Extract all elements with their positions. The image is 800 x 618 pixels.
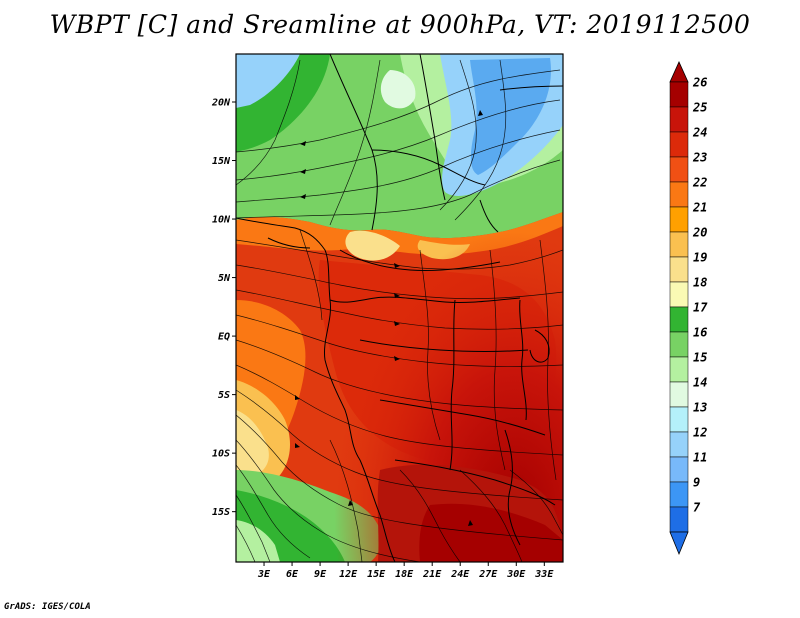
colorbar-label: 11 [693,451,707,465]
lon-tick-label: 24E [450,569,470,580]
colorbar-swatch [669,331,689,358]
colorbar: 26 25 24 23 22 21 20 19 18 17 16 15 14 13 12 11 9 7 [669,61,708,556]
lat-tick-label: 5S [218,390,230,401]
colorbar-label: 20 [692,226,707,240]
lat-tick-label: 15N [212,156,231,167]
colorbar-swatch [669,381,689,408]
colorbar-swatch [669,456,689,483]
lat-tick-label: 20N [211,97,231,108]
colorbar-swatch [669,431,689,458]
lon-tick-label: 27E [478,569,498,580]
colorbar-label: 14 [693,376,707,390]
colorbar-swatch [669,81,689,108]
colorbar-swatch [669,506,689,533]
colorbar-label: 23 [692,151,707,165]
credit-label: GrADS: IGES/COLA [4,602,91,612]
colorbar-swatch [669,256,689,283]
colorbar-label: 7 [693,501,701,515]
colorbar-swatch [669,306,689,333]
colorbar-swatch [669,206,689,233]
lon-tick-label: 18E [395,569,414,580]
colorbar-swatch [669,156,689,183]
lat-tick-label: EQ [218,332,230,343]
colorbar-swatch [669,356,689,383]
colorbar-label: 12 [693,426,707,440]
colorbar-swatch [669,181,689,208]
colorbar-swatch [669,106,689,133]
lon-tick-label: 12E [339,569,358,580]
colorbar-label: 15 [693,351,707,365]
colorbar-top-arrow [669,61,689,83]
lon-tick-label: 15E [367,569,386,580]
colorbar-bottom-arrow [669,531,689,556]
colorbar-swatch [669,131,689,158]
lon-tick-label: 9E [314,569,327,580]
lon-tick-label: 30E [506,569,526,580]
colorbar-swatch [669,231,689,258]
colorbar-label: 13 [693,401,707,415]
lat-tick-label: 10N [212,215,231,226]
lon-tick-label: 21E [422,569,442,580]
colorbar-label: 24 [692,126,707,140]
colorbar-swatch [669,281,689,308]
colorbar-label: 25 [692,101,707,115]
colorbar-label: 18 [693,276,707,290]
lon-tick-label: 33E [534,569,554,580]
lat-tick-label: 5N [218,273,231,284]
colorbar-label: 26 [692,76,707,90]
chart-title: WBPT [C] and Sreamline at 900hPa, VT: 20… [49,10,751,39]
colorbar-label: 22 [692,176,707,190]
map-frame [235,53,564,563]
lat-tick-label: 15S [212,507,230,518]
colorbar-label: 16 [693,326,707,340]
colorbar-label: 21 [692,201,707,215]
wbpt-field [236,54,563,562]
lon-tick-label: 3E [257,569,271,580]
map-axes: 20N 15N 10N 5N EQ 5S 10S 15S 3E 6E 9E 12E 15E 18E 21E 2… [211,97,554,580]
colorbar-swatch [669,481,689,508]
lon-tick-label: 6E [286,569,299,580]
colorbar-label: 9 [693,476,700,490]
colorbar-label: 17 [693,301,708,315]
lat-tick-label: 10S [212,449,230,460]
colorbar-label: 19 [693,251,707,265]
colorbar-swatch [669,406,689,433]
